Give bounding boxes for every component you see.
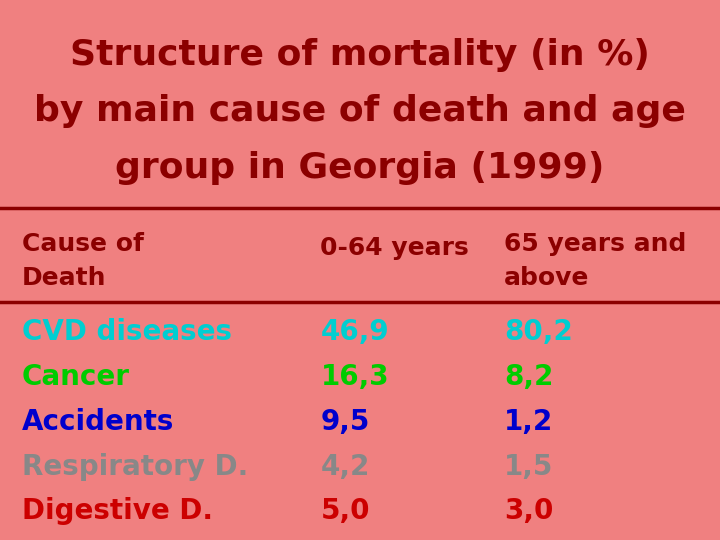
Text: Cancer: Cancer — [22, 363, 130, 391]
Text: Digestive D.: Digestive D. — [22, 497, 212, 525]
Text: 1,2: 1,2 — [504, 408, 553, 436]
Text: 8,2: 8,2 — [504, 363, 554, 391]
Text: Respiratory D.: Respiratory D. — [22, 453, 248, 481]
Text: group in Georgia (1999): group in Georgia (1999) — [115, 151, 605, 185]
Text: 4,2: 4,2 — [320, 453, 370, 481]
Text: 16,3: 16,3 — [320, 363, 389, 391]
Text: Structure of mortality (in %): Structure of mortality (in %) — [70, 38, 650, 72]
Text: above: above — [504, 266, 590, 290]
Text: 80,2: 80,2 — [504, 318, 572, 346]
Text: 46,9: 46,9 — [320, 318, 389, 346]
Text: 0-64 years: 0-64 years — [320, 237, 469, 260]
Text: Cause of: Cause of — [22, 232, 143, 256]
Text: 1,5: 1,5 — [504, 453, 554, 481]
Text: CVD diseases: CVD diseases — [22, 318, 232, 346]
Text: Death: Death — [22, 266, 106, 290]
Text: 3,0: 3,0 — [504, 497, 554, 525]
Text: by main cause of death and age: by main cause of death and age — [34, 94, 686, 129]
Text: 9,5: 9,5 — [320, 408, 370, 436]
Text: 5,0: 5,0 — [320, 497, 370, 525]
Text: 65 years and: 65 years and — [504, 232, 686, 256]
Text: Accidents: Accidents — [22, 408, 174, 436]
